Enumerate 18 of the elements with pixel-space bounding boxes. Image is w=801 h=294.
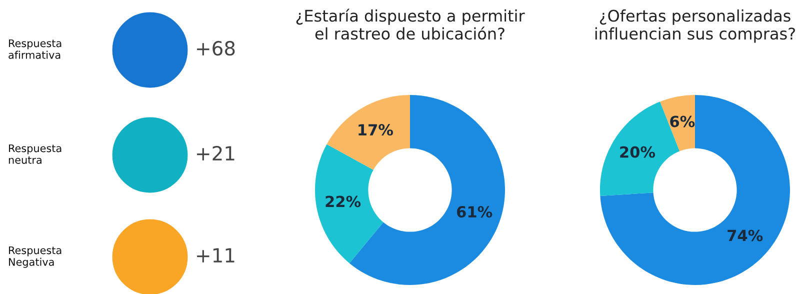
category-label: Respuesta Negativa [9, 246, 62, 268]
category-label: Respuesta afirmativa [8, 39, 62, 59]
data-label: 22% [326, 196, 361, 208]
data-label: 17% [358, 124, 393, 136]
donut-slice [315, 144, 384, 264]
data-label: 6% [670, 116, 695, 128]
donut-slice [326, 95, 410, 170]
text: +21 [197, 146, 234, 160]
text: +68 [197, 40, 235, 56]
data-label: 20% [620, 146, 656, 158]
donut-slice [600, 95, 790, 285]
data-label: 61% [457, 206, 492, 218]
text: +11 [197, 248, 234, 262]
donut-slice [660, 95, 695, 152]
data-label: 74% [728, 230, 763, 242]
category-label: Respuesta neutra [8, 144, 62, 164]
chart-title: ¿Ofertas personalizadas influencian sus compras? [595, 9, 795, 43]
chart-title: ¿Estaría dispuesto a permitir el rastreo de ubicación? [296, 8, 525, 40]
